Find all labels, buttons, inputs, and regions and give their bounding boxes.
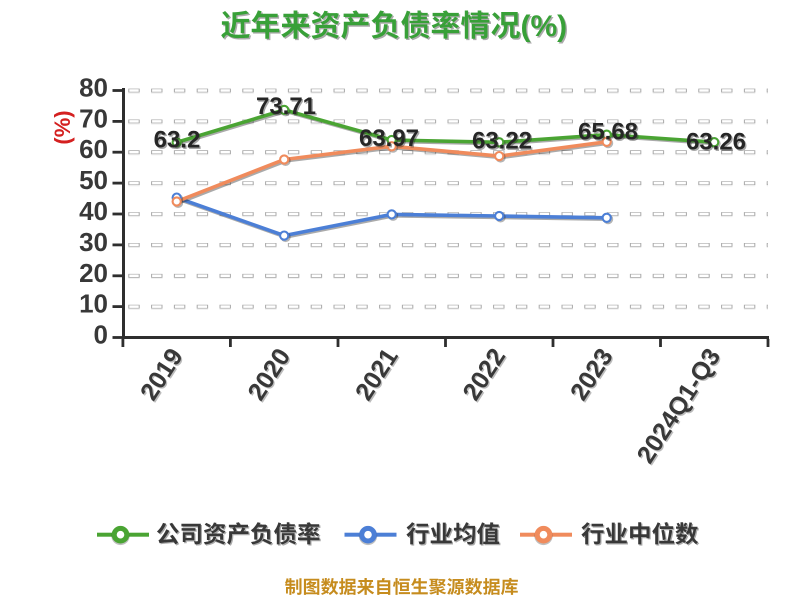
svg-text:63.26: 63.26 xyxy=(687,130,747,157)
svg-text:10: 10 xyxy=(79,289,108,319)
svg-text:63.97: 63.97 xyxy=(359,125,419,152)
svg-text:65.68: 65.68 xyxy=(578,119,638,146)
svg-text:20: 20 xyxy=(79,258,108,288)
svg-text:65.68: 65.68 xyxy=(579,120,639,147)
svg-text:(%): (%) xyxy=(522,11,569,44)
svg-text:0: 0 xyxy=(94,320,108,350)
svg-text:60: 60 xyxy=(79,134,108,164)
svg-text:63.97: 63.97 xyxy=(360,126,420,153)
svg-text:63.2: 63.2 xyxy=(155,128,202,155)
svg-text:63.2: 63.2 xyxy=(154,127,201,154)
svg-text:(%): (%) xyxy=(521,10,568,43)
svg-text:73.71: 73.71 xyxy=(257,94,317,121)
svg-text:70: 70 xyxy=(79,103,108,133)
svg-text:73.71: 73.71 xyxy=(256,93,316,120)
svg-text:40: 40 xyxy=(79,196,108,226)
svg-text:63.26: 63.26 xyxy=(686,129,746,156)
svg-text:50: 50 xyxy=(79,165,108,195)
svg-text:80: 80 xyxy=(79,73,108,103)
svg-text:(%): (%) xyxy=(50,110,75,144)
svg-text:63.22: 63.22 xyxy=(472,128,532,155)
svg-text:30: 30 xyxy=(79,227,108,257)
svg-text:63.22: 63.22 xyxy=(473,129,533,156)
